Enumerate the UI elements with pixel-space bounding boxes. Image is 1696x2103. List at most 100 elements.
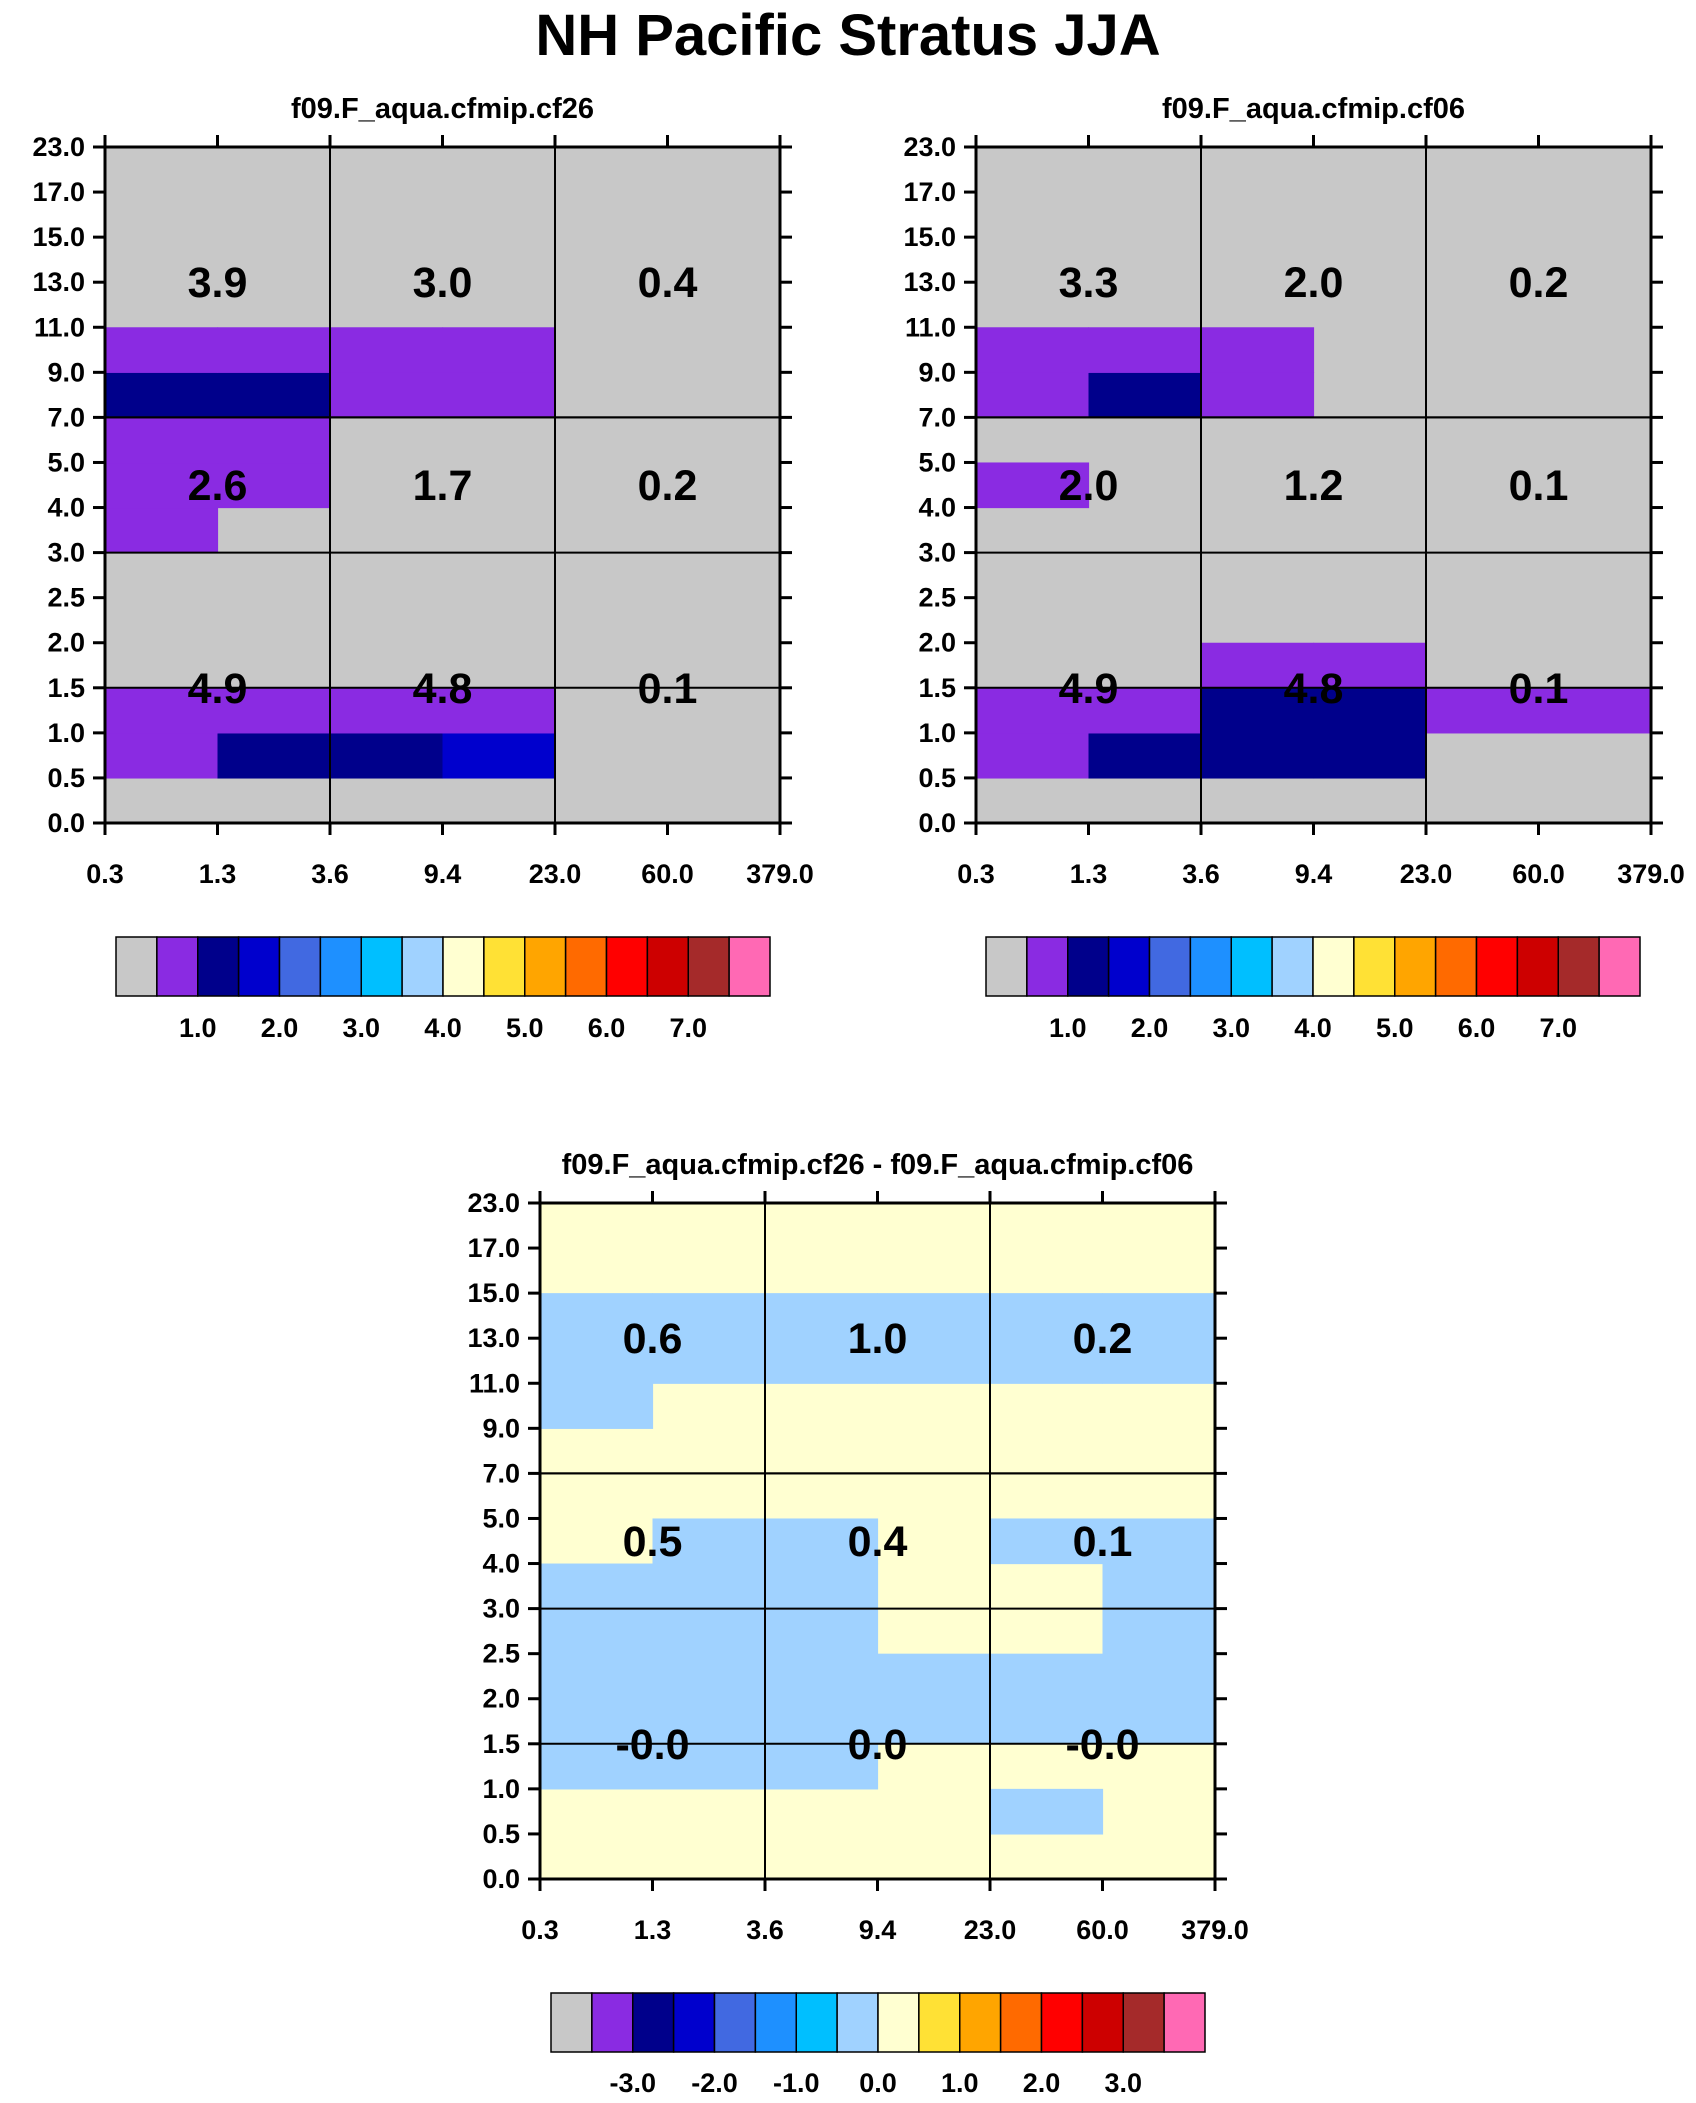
y-tick-label: 9.0 [482,1413,520,1443]
heatmap-cell [442,327,556,373]
colorbar-label: 1.0 [1049,1013,1087,1043]
x-tick-label: 60.0 [1512,859,1565,889]
colorbar-swatch [278,936,322,997]
heatmap-cell [442,732,556,779]
y-tick-label: 2.0 [47,628,85,658]
block-value-label: 0.6 [623,1315,683,1363]
block-value-label: 0.2 [1073,1315,1133,1363]
y-tick-label: 23.0 [467,1188,520,1218]
colorbar-swatch [646,936,689,997]
block-value-label: 4.8 [413,665,473,713]
colorbar-swatch [1434,936,1478,997]
colorbar-swatch [754,1992,797,2053]
heatmap-cell [976,462,1090,509]
colorbar-swatch [795,1992,838,2053]
colorbar-swatch [1516,936,1559,997]
colorbar-swatch [591,1992,634,2053]
y-tick-label: 2.5 [918,583,956,613]
y-tick-label: 11.0 [905,312,956,342]
x-tick-label: 3.6 [1182,859,1220,889]
colorbar-swatch [1475,936,1519,997]
heatmap-cell [1201,687,1315,734]
heatmap-cell [877,1698,991,1745]
heatmap-cell [652,1653,766,1700]
panel-title: f09.F_aqua.cfmip.cf26 [291,93,594,125]
heatmap-cell [105,372,219,418]
colorbar-swatch [632,1992,675,2053]
colorbar-swatch [237,936,281,997]
y-tick-label: 15.0 [467,1278,520,1308]
colorbar-label: 2.0 [1023,2068,1061,2098]
y-tick-label: 0.5 [482,1819,520,1849]
x-tick-label: 0.3 [521,1915,559,1945]
colorbar-swatch [1067,936,1110,997]
x-tick-label: 9.4 [424,859,462,889]
block-value-label: 0.4 [638,259,698,307]
heatmap-cell [990,1698,1104,1745]
y-tick-label: 9.0 [918,357,956,387]
y-tick-label: 4.0 [918,493,956,523]
heatmap-cell [105,507,219,554]
colorbar-label: 5.0 [506,1013,544,1043]
y-tick-label: 13.0 [903,267,956,297]
heatmap-cell [765,1338,879,1384]
heatmap-cell [1201,642,1315,689]
x-tick-label: 23.0 [1400,859,1453,889]
colorbar-label: 6.0 [1458,1013,1496,1043]
heatmap-cell [990,1788,1104,1835]
colorbar-swatch [1189,936,1232,997]
block-value-label: 4.8 [1284,665,1344,713]
panel-title: f09.F_aqua.cfmip.cf26 - f09.F_aqua.cfmip… [562,1149,1194,1181]
heatmap-cell [1088,327,1202,373]
heatmap-cell [105,462,219,509]
heatmap-cell [1102,1698,1216,1745]
y-tick-label: 13.0 [32,267,85,297]
heatmap-cell [217,732,331,779]
colorbar-swatch [1148,936,1192,997]
x-tick-label: 0.3 [957,859,995,889]
x-tick-label: 60.0 [641,859,694,889]
block-value-label: 0.1 [638,665,698,713]
y-tick-label: 23.0 [903,132,956,162]
colorbar-1: 1.0 2.0 3.0 4.0 5.0 6.0 7.0 [115,936,771,1043]
y-tick-label: 17.0 [903,177,956,207]
colorbar-swatch [672,1992,716,2053]
y-tick-label: 5.0 [918,447,956,477]
y-tick-label: 0.5 [47,763,85,793]
block-value-label: 0.1 [1073,1518,1133,1566]
colorbar-swatch [564,936,608,997]
block-value-label: 3.3 [1059,259,1119,307]
colorbar-label: 1.0 [179,1013,217,1043]
heatmap-cell [976,732,1090,779]
heatmap-cell [1102,1563,1216,1610]
heatmap-cell [217,417,331,464]
heatmap-cell [765,1608,879,1655]
heatmap-cell [217,462,331,509]
heatmap-cell [540,1743,654,1790]
y-tick-label: 1.0 [482,1774,520,1804]
block-value-label: 1.7 [413,462,473,510]
heatmap-cell [105,687,219,734]
colorbar-swatch [836,1992,879,2053]
heatmap-cell [1201,372,1315,418]
x-tick-label: 1.3 [634,1915,672,1945]
heatmap-cell [652,1293,766,1339]
block-value-label: -0.0 [615,1721,689,1769]
heatmap-cell [976,372,1090,418]
x-tick-label: 379.0 [746,859,814,889]
block-value-label: 4.9 [1059,665,1119,713]
heatmap-cell [765,1518,879,1565]
heatmap-cell [330,327,444,373]
block-value-label: 2.0 [1284,259,1344,307]
heatmap-cell [217,372,331,418]
y-tick-label: 3.0 [47,538,85,568]
heatmap-cell [540,1698,654,1745]
colorbar-2: 1.0 2.0 3.0 4.0 5.0 6.0 7.0 [985,936,1641,1043]
colorbar-label: 0.0 [859,2068,897,2098]
heatmap-cell [652,1563,766,1610]
colorbar-label: -1.0 [773,2068,820,2098]
y-tick-label: 9.0 [47,357,85,387]
colorbar-swatch [1271,936,1314,997]
heatmap-cell [990,1293,1104,1339]
colorbar-swatch [728,936,771,997]
